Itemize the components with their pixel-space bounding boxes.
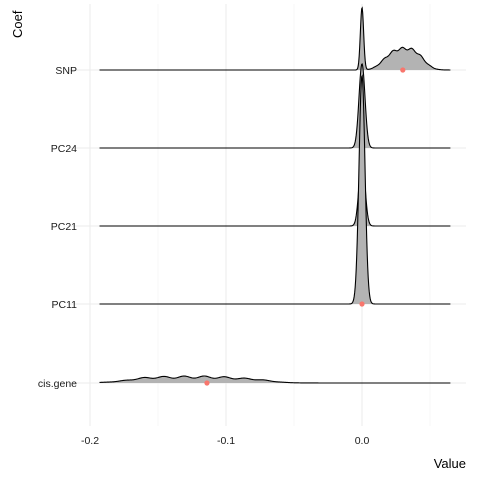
ridge-fill [99, 76, 451, 304]
estimate-point [204, 380, 210, 386]
ridge-outline [99, 74, 451, 305]
ridge-outline [99, 63, 451, 149]
category-label: PC11 [52, 299, 78, 311]
category-label: SNP [55, 65, 77, 77]
x-tick-label: -0.1 [217, 435, 235, 447]
ridge-fill [99, 158, 451, 226]
ridge-outline [99, 157, 451, 227]
ridge-outline [99, 375, 451, 384]
category-label: PC24 [51, 143, 77, 155]
ridge-cis-gene [99, 375, 451, 386]
ridge-layer [99, 6, 451, 386]
y-axis-title: Coef [10, 10, 25, 38]
category-labels: cis.gene PC11 PC21 PC24 SNP [38, 65, 77, 390]
x-tick-label: -0.2 [81, 435, 99, 447]
ridge-outline [99, 6, 451, 71]
x-axis-title: Value [434, 456, 466, 471]
x-tick-label: 0.0 [355, 435, 370, 447]
ridge-fill [99, 64, 451, 148]
ridge-PC21 [99, 157, 451, 229]
ridge-SNP [99, 6, 451, 73]
estimate-point [359, 301, 365, 307]
estimate-point [400, 67, 406, 73]
ridge-fill [99, 8, 451, 70]
category-label: PC21 [51, 221, 77, 233]
ridge-fill [99, 376, 451, 383]
ridge-PC24 [99, 63, 451, 151]
category-label: cis.gene [38, 378, 77, 390]
x-tick-labels: -0.2 -0.1 0.0 [81, 435, 369, 447]
ridge-PC11 [99, 74, 451, 307]
